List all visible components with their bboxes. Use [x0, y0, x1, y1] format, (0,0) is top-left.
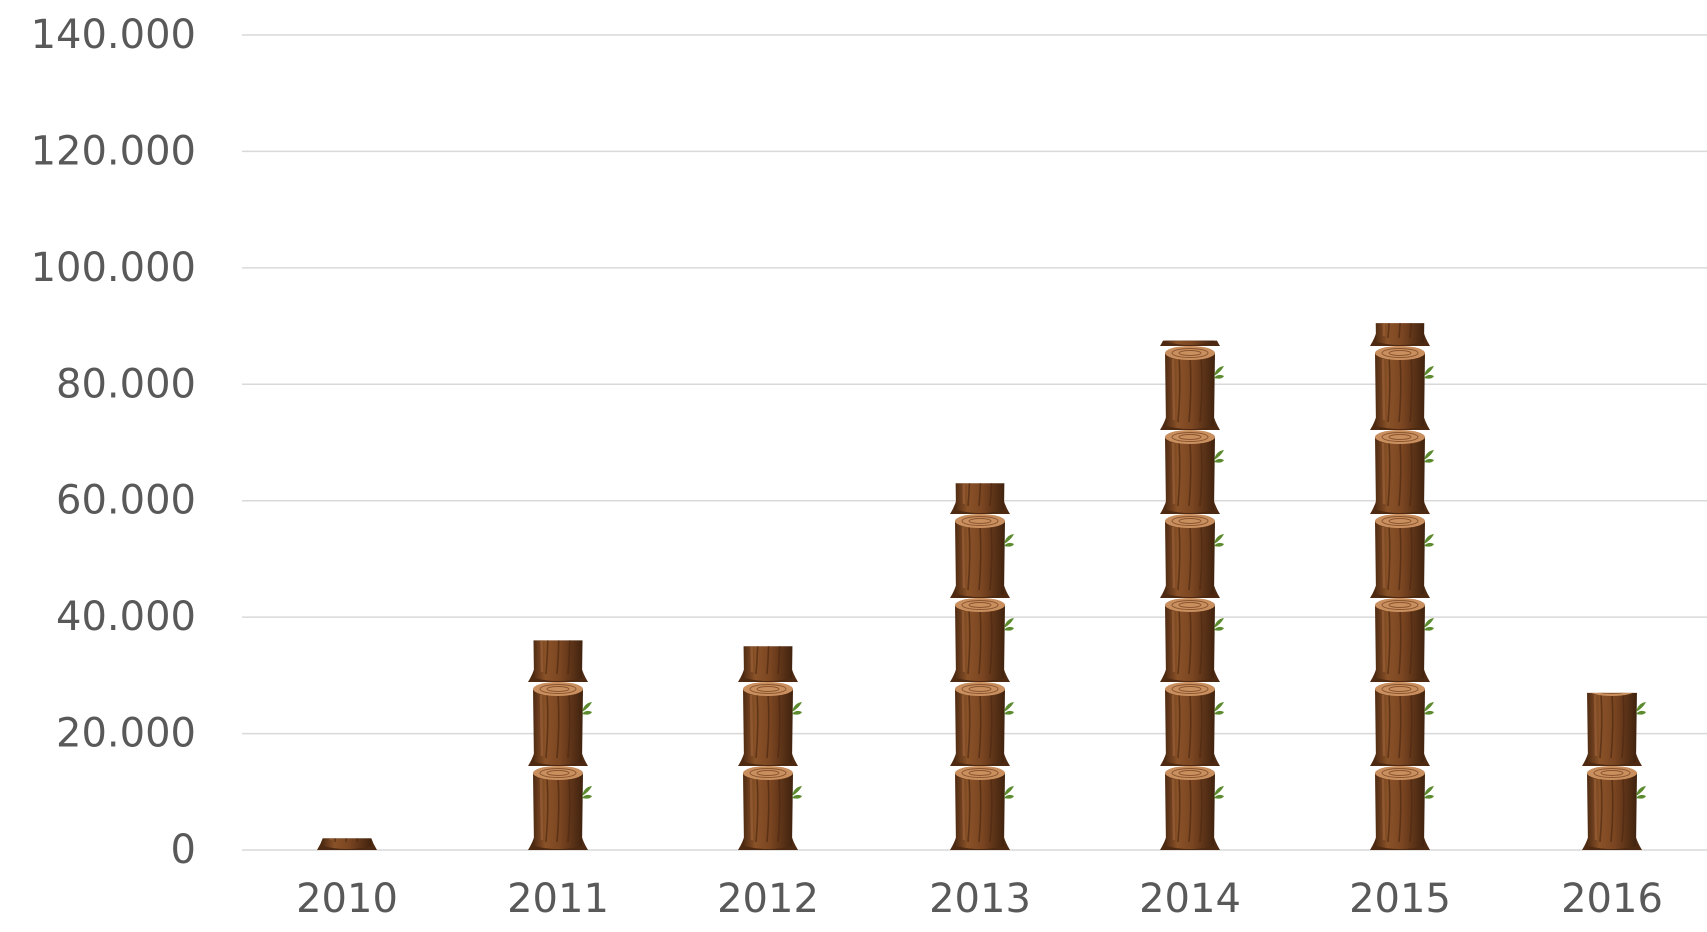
bar-2011	[528, 640, 592, 850]
bar-2010	[317, 838, 377, 850]
y-tick-label: 40.000	[56, 594, 196, 640]
y-tick-label: 100.000	[31, 245, 196, 291]
x-tick-label: 2015	[1349, 876, 1451, 922]
x-tick-label: 2012	[717, 876, 819, 922]
y-tick-label: 120.000	[31, 128, 196, 174]
x-tick-label: 2010	[296, 876, 398, 922]
y-tick-label: 60.000	[56, 478, 196, 524]
bar-2015	[1370, 323, 1434, 850]
x-axis-tick-labels: 2010 2011 2012 2013 2014 2015 2016	[296, 876, 1663, 922]
x-tick-label: 2013	[929, 876, 1031, 922]
x-tick-label: 2016	[1561, 876, 1663, 922]
y-tick-label: 0	[171, 827, 196, 873]
bar-2012	[738, 646, 802, 850]
x-tick-label: 2014	[1139, 876, 1241, 922]
bar-2016	[1582, 692, 1646, 850]
y-tick-label: 80.000	[56, 361, 196, 407]
y-tick-label: 140.000	[31, 12, 196, 58]
y-axis-tick-labels: 0 20.000 40.000 60.000 80.000 100.000 120.000 1…	[31, 12, 196, 873]
bar-2013	[950, 483, 1014, 850]
bars	[317, 323, 1646, 850]
bar-2014	[1160, 340, 1224, 850]
y-tick-label: 20.000	[56, 711, 196, 757]
x-tick-label: 2011	[507, 876, 609, 922]
